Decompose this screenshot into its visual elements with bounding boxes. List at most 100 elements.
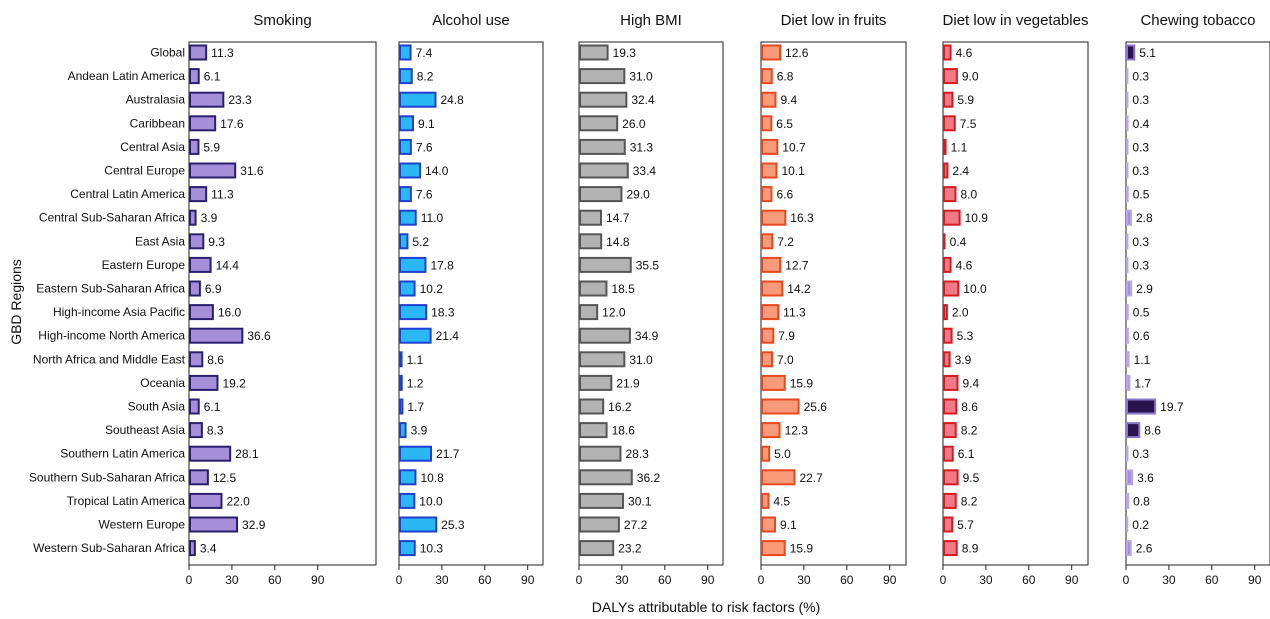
data-label: 7.9 [778,329,795,343]
data-label: 15.9 [790,376,814,390]
bar [399,115,415,132]
data-label: 3.9 [201,211,218,225]
bar [761,445,771,462]
bar [399,422,407,439]
bar [399,209,417,226]
data-label: 4.6 [956,258,973,272]
region-label: Western Europe [99,518,186,532]
data-label: 32.9 [242,518,266,532]
region-label: Central Europe [104,164,185,178]
data-label: 7.6 [416,188,433,202]
data-label: 1.1 [951,140,968,154]
panel-title: Diet low in fruits [781,12,887,29]
data-label: 0.6 [1133,329,1150,343]
data-label: 16.2 [608,400,632,414]
data-label: 10.1 [781,164,805,178]
bar [579,162,629,179]
data-label: 11.3 [211,188,234,202]
data-label: 32.4 [631,93,655,107]
region-label: Global [150,46,185,60]
bar [579,398,605,415]
panel-title: Diet low in vegetables [943,12,1089,29]
data-label: 31.3 [630,140,654,154]
x-tick-label: 60 [478,573,492,587]
data-label: 23.3 [228,93,252,107]
data-label: 2.9 [1136,282,1153,296]
data-label: 12.3 [785,424,809,438]
bar [761,256,782,273]
data-label: 14.8 [606,235,630,249]
panel-frame [578,41,724,566]
data-label: 7.5 [960,117,977,131]
data-label: 0.3 [1132,164,1149,178]
data-label: 0.3 [1132,258,1149,272]
region-label: East Asia [135,234,185,248]
data-label: 36.6 [247,329,271,343]
data-label: 5.1 [1139,46,1156,60]
bar [943,327,953,344]
bar [189,327,244,344]
x-tick-label: 30 [435,573,449,587]
y-axis-label: GBD Regions [8,259,24,345]
data-label: 0.3 [1132,235,1149,249]
bar [761,162,778,179]
data-label: 21.4 [436,329,460,343]
region-label: Tropical Latin America [67,494,186,508]
bar [943,422,957,439]
bar [943,256,952,273]
data-label: 21.9 [616,376,640,390]
bar [943,209,961,226]
x-tick-label: 0 [758,573,765,587]
x-tick-label: 30 [1162,573,1176,587]
data-label: 0.4 [950,235,967,249]
bar [399,540,416,557]
bar [189,516,239,533]
bar [399,68,413,85]
bar [399,186,412,203]
data-label: 6.1 [204,70,221,84]
data-label: 10.7 [782,140,806,154]
region-label: High-income North America [38,329,185,343]
data-label: 6.5 [776,117,793,131]
bar [399,327,432,344]
data-label: 9.1 [418,117,435,131]
data-label: 8.6 [961,400,978,414]
data-label: 19.3 [613,46,637,60]
data-label: 0.3 [1132,140,1149,154]
x-tick-label: 30 [225,573,239,587]
bar [399,469,417,486]
bar [943,398,958,415]
data-label: 7.2 [777,235,794,249]
x-tick-label: 0 [186,573,193,587]
x-axis-label: DALYs attributable to risk factors (%) [592,599,820,615]
bar [189,351,204,368]
bar [943,540,958,557]
data-label: 14.7 [606,211,630,225]
bar [943,469,959,486]
bar [189,68,200,85]
data-label: 17.8 [430,258,454,272]
data-label: 5.9 [203,140,220,154]
bar [1126,44,1136,61]
data-label: 10.2 [420,282,444,296]
data-label: 27.2 [624,518,648,532]
x-tick-label: 90 [1065,573,1079,587]
data-label: 10.8 [420,471,444,485]
data-label: 2.0 [952,306,969,320]
data-label: 28.1 [235,447,259,461]
data-label: 0.3 [1132,447,1149,461]
bar [399,138,412,155]
data-label: 9.1 [780,518,797,532]
bar [579,374,613,391]
bar [579,304,599,321]
bar [399,351,403,368]
bar [579,540,615,557]
data-label: 1.1 [407,353,424,367]
data-label: 8.9 [962,542,979,556]
bar [1126,115,1129,132]
data-label: 30.1 [628,494,652,508]
bar [189,115,217,132]
panel-frame [1125,41,1270,566]
bar [761,280,784,297]
bar [943,374,959,391]
